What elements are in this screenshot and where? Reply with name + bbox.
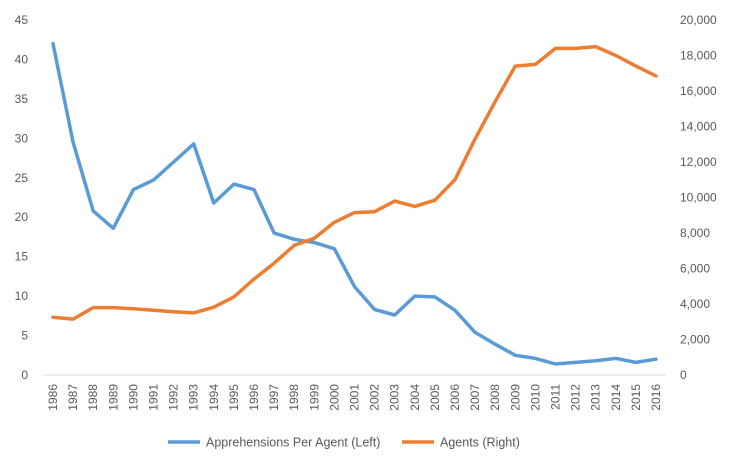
y-right-tick-label: 0 <box>680 368 687 382</box>
x-tick-label: 1988 <box>86 384 100 411</box>
y-left-tick-label: 30 <box>15 131 29 145</box>
x-tick-label: 1995 <box>227 384 241 411</box>
x-tick-label: 2011 <box>549 384 563 410</box>
x-tick-label: 1991 <box>147 384 161 411</box>
x-tick-label: 1992 <box>167 384 181 411</box>
series-group <box>51 41 658 366</box>
series-line-apprehensions <box>51 41 658 366</box>
y-left-tick-label: 25 <box>15 171 29 185</box>
x-tick-label: 1997 <box>267 384 281 411</box>
x-axis: 1986 1987 1988 1989 1990 1991 1992 1993 1994 1995… <box>43 374 666 411</box>
y-left-tick-label: 40 <box>15 52 29 66</box>
y-right-tick-label: 16,000 <box>680 84 717 98</box>
y-right-tick-label: 20,000 <box>680 13 717 27</box>
x-tick-label: 2006 <box>448 384 462 411</box>
x-tick-label: 1989 <box>106 384 120 411</box>
legend-label: Apprehensions Per Agent (Left) <box>206 436 380 450</box>
x-tick-label: 2000 <box>327 384 341 411</box>
y-left-tick-label: 35 <box>15 92 29 106</box>
series-line-agents <box>51 44 658 321</box>
x-tick-label: 1990 <box>126 384 140 411</box>
y-right-tick-label: 8,000 <box>680 226 710 240</box>
y-left-tick-label: 20 <box>15 210 29 224</box>
x-tick-label: 2010 <box>528 384 542 411</box>
x-tick-label: 2012 <box>569 384 583 411</box>
y-right-tick-label: 12,000 <box>680 155 717 169</box>
x-tick-label: 1996 <box>247 384 261 411</box>
x-tick-label: 2016 <box>649 384 663 411</box>
x-tick-label: 2005 <box>428 384 442 411</box>
x-tick-label: 2013 <box>589 384 603 411</box>
legend-label: Agents (Right) <box>440 436 520 450</box>
y-left-tick-label: 15 <box>15 250 29 264</box>
y-right-tick-label: 2,000 <box>680 333 710 347</box>
y-left-tick-label: 45 <box>15 13 29 27</box>
x-tick-label: 2002 <box>368 384 382 411</box>
x-tick-label: 2004 <box>408 384 422 411</box>
y-right-tick-label: 18,000 <box>680 49 717 63</box>
x-tick-label: 1987 <box>66 384 80 411</box>
x-tick-label: 2003 <box>388 384 402 411</box>
x-tick-label: 1998 <box>287 384 301 411</box>
x-tick-label: 1999 <box>307 384 321 411</box>
x-tick-label: 2008 <box>488 384 502 411</box>
y-right-tick-label: 14,000 <box>680 120 717 134</box>
x-tick-label: 2001 <box>348 384 362 411</box>
y-right-tick-label: 6,000 <box>680 262 710 276</box>
y-axis-right: 0 2,000 4,000 6,000 8,000 10,000 12,000 14,000 1… <box>680 13 717 382</box>
x-tick-label: 2014 <box>609 384 623 411</box>
y-left-tick-label: 10 <box>15 289 29 303</box>
y-axis-left: 0 5 10 15 20 25 30 35 40 45 <box>15 13 29 382</box>
legend: Apprehensions Per Agent (Left) Agents (Ri… <box>168 436 520 450</box>
y-left-tick-label: 0 <box>21 368 28 382</box>
x-tick-label: 1994 <box>207 384 221 411</box>
x-tick-label: 2009 <box>508 384 522 411</box>
x-tick-label: 1986 <box>46 384 60 411</box>
x-tick-label: 2015 <box>629 384 643 411</box>
y-right-tick-label: 4,000 <box>680 297 710 311</box>
x-tick-label: 1993 <box>187 384 201 411</box>
y-left-tick-label: 5 <box>21 329 28 343</box>
y-right-tick-label: 10,000 <box>680 191 717 205</box>
x-tick-label: 2007 <box>468 384 482 411</box>
